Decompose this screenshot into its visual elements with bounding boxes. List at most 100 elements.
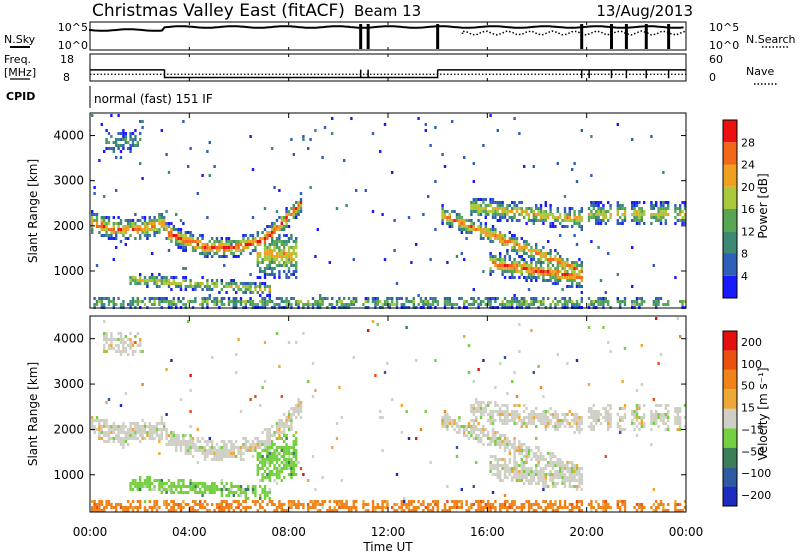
heatmap-cell bbox=[554, 425, 557, 428]
nsky-gap-mark bbox=[624, 24, 628, 49]
heatmap-cell bbox=[340, 503, 343, 506]
heatmap-cell bbox=[170, 431, 173, 434]
heatmap-cell bbox=[520, 303, 523, 306]
heatmap-cell bbox=[501, 207, 504, 210]
heatmap-cell bbox=[597, 303, 600, 306]
heatmap-cell bbox=[511, 297, 514, 300]
heatmap-cell bbox=[223, 246, 226, 249]
heatmap-cell bbox=[475, 204, 478, 207]
heatmap-cell bbox=[295, 440, 298, 443]
cpid-label: CPID bbox=[6, 90, 35, 103]
freq-label-line1: Freq. bbox=[4, 53, 31, 66]
heatmap-cell bbox=[259, 446, 262, 449]
heatmap-cell bbox=[527, 482, 531, 485]
heatmap-cell bbox=[371, 506, 375, 509]
heatmap-cell bbox=[539, 470, 543, 473]
heatmap-cell bbox=[578, 419, 581, 422]
heatmap-cell bbox=[131, 297, 135, 300]
heatmap-cell bbox=[163, 425, 166, 428]
heatmap-cell bbox=[225, 285, 228, 288]
heatmap-cell bbox=[362, 303, 365, 306]
heatmap-cell bbox=[271, 240, 274, 243]
heatmap-cell bbox=[203, 252, 207, 255]
heatmap-cell bbox=[141, 228, 144, 231]
heatmap-cell bbox=[434, 180, 437, 183]
heatmap-cell bbox=[455, 506, 459, 509]
heatmap-cell bbox=[256, 255, 259, 258]
heatmap-cell bbox=[247, 243, 250, 246]
heatmap-cell bbox=[681, 201, 684, 204]
heatmap-cell bbox=[175, 503, 178, 506]
heatmap-cell bbox=[458, 213, 461, 216]
heatmap-cell bbox=[254, 491, 257, 494]
heatmap-cell bbox=[520, 264, 523, 267]
heatmap-cell bbox=[251, 243, 255, 246]
heatmap-cell bbox=[496, 234, 499, 237]
heatmap-cell bbox=[479, 228, 483, 231]
heatmap-cell bbox=[503, 356, 507, 359]
heatmap-cell bbox=[513, 371, 516, 374]
heatmap-cell bbox=[602, 216, 605, 219]
heatmap-cell bbox=[451, 425, 454, 428]
heatmap-cell bbox=[422, 213, 425, 216]
heatmap-cell bbox=[367, 509, 370, 512]
heatmap-cell bbox=[652, 416, 655, 419]
heatmap-cell bbox=[119, 144, 123, 147]
heatmap-cell bbox=[247, 488, 250, 491]
heatmap-cell bbox=[525, 300, 528, 303]
heatmap-cell bbox=[427, 195, 430, 198]
heatmap-cell bbox=[527, 249, 531, 252]
heatmap-cell bbox=[604, 503, 607, 506]
heatmap-cell bbox=[218, 509, 221, 512]
heatmap-cell bbox=[259, 240, 262, 243]
heatmap-cell bbox=[163, 482, 166, 485]
heatmap-cell bbox=[220, 240, 223, 243]
heatmap-cell bbox=[129, 234, 132, 237]
heatmap-cell bbox=[563, 270, 567, 273]
heatmap-cell bbox=[484, 216, 487, 219]
heatmap-cell bbox=[275, 509, 279, 512]
heatmap-cell bbox=[568, 503, 571, 506]
heatmap-cell bbox=[571, 270, 574, 273]
heatmap-cell bbox=[554, 416, 557, 419]
heatmap-cell bbox=[271, 300, 274, 303]
heatmap-cell bbox=[623, 509, 627, 512]
heatmap-cell bbox=[496, 129, 499, 132]
heatmap-cell bbox=[110, 503, 113, 506]
heatmap-cell bbox=[494, 419, 497, 422]
heatmap-cell bbox=[189, 147, 192, 150]
heatmap-cell bbox=[525, 213, 528, 216]
heatmap-cell bbox=[508, 473, 511, 476]
heatmap-cell bbox=[465, 500, 468, 503]
heatmap-cell bbox=[539, 455, 543, 458]
heatmap-cell bbox=[191, 246, 195, 249]
heatmap-cell bbox=[290, 138, 293, 141]
heatmap-cell bbox=[117, 434, 120, 437]
heatmap-cell bbox=[655, 404, 658, 407]
heatmap-cell bbox=[295, 506, 298, 509]
heatmap-cell bbox=[285, 509, 288, 512]
heatmap-cell bbox=[638, 201, 641, 204]
heatmap-cell bbox=[475, 419, 478, 422]
heatmap-cell bbox=[501, 258, 504, 261]
heatmap-cell bbox=[244, 509, 247, 512]
heatmap-cell bbox=[290, 261, 293, 264]
heatmap-cell bbox=[489, 252, 492, 255]
heatmap-cell bbox=[167, 303, 171, 306]
heatmap-cell bbox=[256, 243, 259, 246]
heatmap-cell bbox=[592, 213, 595, 216]
heatmap-cell bbox=[321, 503, 324, 506]
heatmap-cell bbox=[122, 437, 125, 440]
heatmap-cell bbox=[451, 506, 454, 509]
heatmap-cell bbox=[580, 479, 583, 482]
heatmap-cell bbox=[479, 300, 483, 303]
heatmap-cell bbox=[170, 276, 173, 279]
heatmap-cell bbox=[556, 470, 559, 473]
heatmap-cell bbox=[635, 303, 639, 306]
heatmap-cell bbox=[139, 228, 142, 231]
heatmap-cell bbox=[131, 500, 135, 503]
heatmap-cell bbox=[491, 434, 495, 437]
heatmap-cell bbox=[268, 434, 271, 437]
heatmap-cell bbox=[515, 243, 519, 246]
heatmap-cell bbox=[482, 144, 485, 147]
